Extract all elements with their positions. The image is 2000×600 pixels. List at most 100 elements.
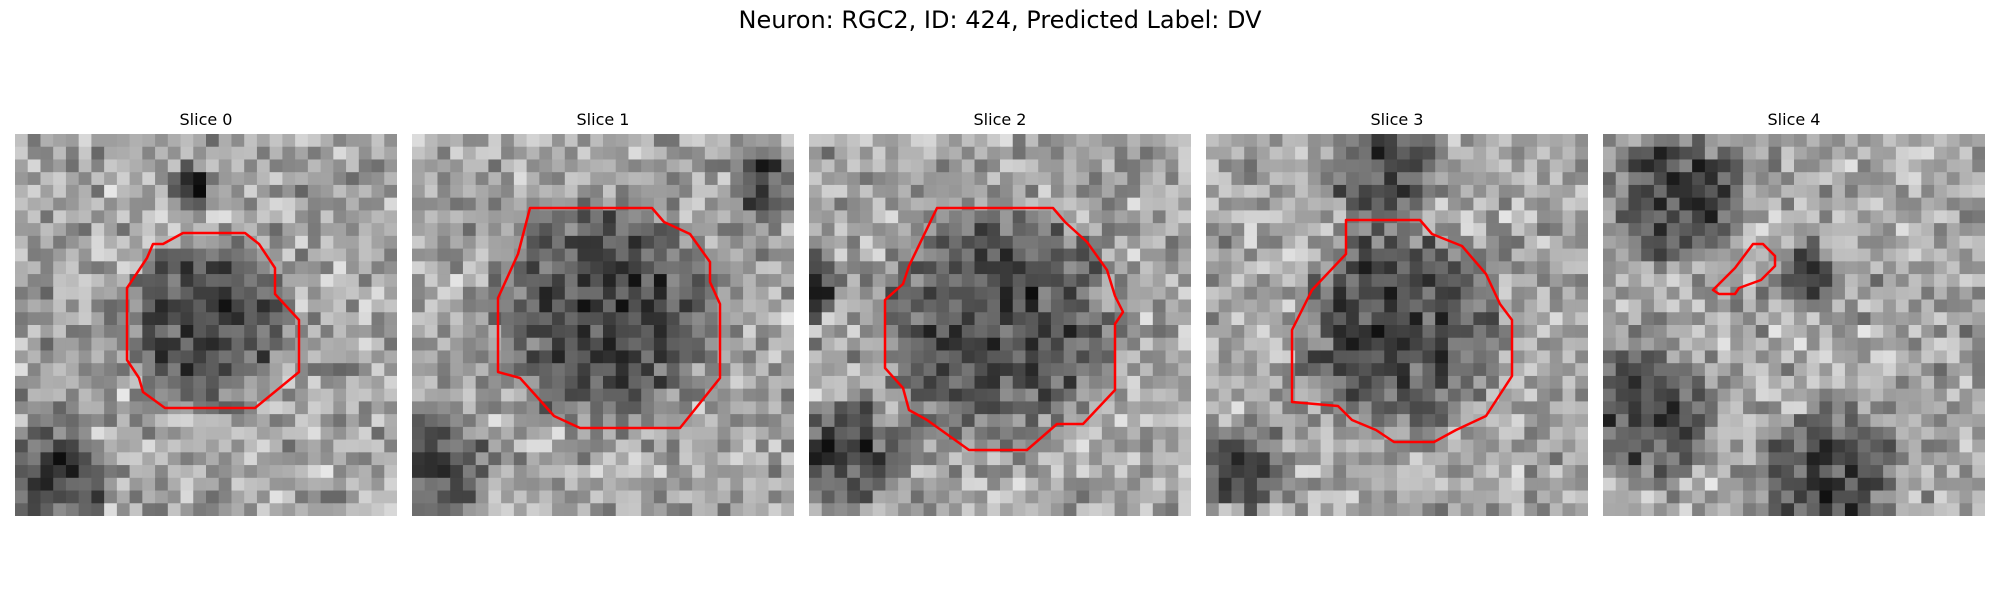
pixel <box>987 465 1000 478</box>
pixel <box>1641 389 1654 402</box>
pixel <box>1512 223 1525 236</box>
pixel <box>1448 198 1461 211</box>
pixel <box>1257 287 1270 300</box>
pixel <box>1422 147 1435 160</box>
pixel <box>692 414 705 427</box>
pixel <box>1051 325 1064 338</box>
pixel <box>809 172 822 185</box>
pixel <box>1166 134 1179 147</box>
pixel <box>1909 223 1922 236</box>
pixel <box>28 198 41 211</box>
pixel <box>1756 159 1769 172</box>
pixel <box>1153 198 1166 211</box>
pixel <box>91 414 104 427</box>
pixel <box>1896 427 1909 440</box>
pixel <box>476 210 489 223</box>
pixel <box>206 503 219 516</box>
pixel <box>1845 287 1858 300</box>
pixel <box>1206 236 1219 249</box>
pixel <box>1422 261 1435 274</box>
pixel <box>1308 427 1321 440</box>
pixel <box>40 134 53 147</box>
pixel <box>1756 325 1769 338</box>
pixel <box>1102 427 1115 440</box>
pixel <box>1270 427 1283 440</box>
pixel <box>1206 325 1219 338</box>
pixel <box>667 376 680 389</box>
pixel <box>822 185 835 198</box>
pixel <box>193 478 206 491</box>
pixel <box>1153 274 1166 287</box>
pixel <box>463 249 476 262</box>
pixel <box>79 134 92 147</box>
pixel <box>1089 159 1102 172</box>
pixel <box>1473 350 1486 363</box>
pixel <box>1244 300 1257 313</box>
pixel <box>282 491 295 504</box>
pixel <box>1178 172 1191 185</box>
pixel <box>552 338 565 351</box>
pixel <box>1051 147 1064 160</box>
pixel <box>244 249 257 262</box>
pixel <box>860 427 873 440</box>
pixel <box>463 312 476 325</box>
pixel <box>231 440 244 453</box>
pixel <box>1718 389 1731 402</box>
pixel <box>1178 427 1191 440</box>
pixel <box>1038 491 1051 504</box>
pixel <box>1845 249 1858 262</box>
pixel <box>1359 147 1372 160</box>
pixel <box>769 159 782 172</box>
pixel <box>1231 223 1244 236</box>
pixel <box>66 350 79 363</box>
pixel <box>743 159 756 172</box>
pixel <box>603 236 616 249</box>
pixel <box>1410 376 1423 389</box>
pixel <box>1295 223 1308 236</box>
pixel <box>1473 159 1486 172</box>
pixel <box>514 172 527 185</box>
pixel <box>1219 363 1232 376</box>
pixel <box>321 159 334 172</box>
pixel <box>1641 223 1654 236</box>
pixel <box>1870 350 1883 363</box>
pixel <box>641 172 654 185</box>
pixel <box>1346 452 1359 465</box>
pixel <box>1384 198 1397 211</box>
pixel <box>257 210 270 223</box>
pixel <box>1282 312 1295 325</box>
pixel <box>1359 198 1372 211</box>
pixel <box>1013 325 1026 338</box>
pixel <box>1563 503 1576 516</box>
pixel <box>1883 312 1896 325</box>
pixel <box>718 261 731 274</box>
pixel <box>79 376 92 389</box>
pixel <box>1769 427 1782 440</box>
pixel <box>1178 478 1191 491</box>
pixel <box>1372 376 1385 389</box>
pixel <box>1781 389 1794 402</box>
pixel <box>1499 401 1512 414</box>
pixel <box>412 363 425 376</box>
pixel <box>692 198 705 211</box>
pixel <box>1781 210 1794 223</box>
pixel <box>1718 427 1731 440</box>
pixel <box>450 363 463 376</box>
pixel <box>1832 185 1845 198</box>
pixel <box>756 236 769 249</box>
pixel <box>743 427 756 440</box>
pixel <box>743 312 756 325</box>
pixel <box>1435 325 1448 338</box>
pixel <box>949 414 962 427</box>
pixel <box>384 376 397 389</box>
pixel <box>1282 465 1295 478</box>
pixel <box>1346 389 1359 402</box>
pixel <box>1115 401 1128 414</box>
pixel <box>1692 198 1705 211</box>
pixel <box>1410 261 1423 274</box>
pixel <box>1115 159 1128 172</box>
pixel <box>1883 223 1896 236</box>
pixel <box>1679 312 1692 325</box>
pixel <box>501 414 514 427</box>
pixel <box>437 503 450 516</box>
